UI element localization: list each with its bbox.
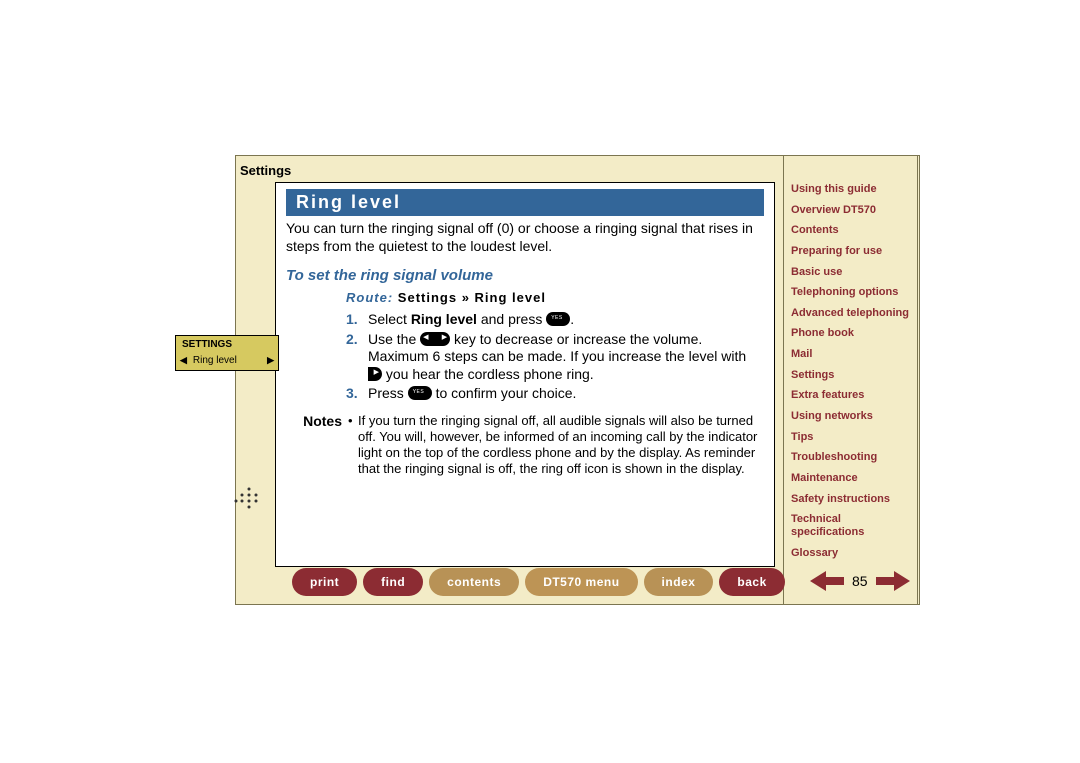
contents-button[interactable]: contents [429,568,519,596]
page-navigation: 85 [810,570,910,592]
step-1: 1. Select Ring level and press . [346,311,764,329]
sidebar-link-overview[interactable]: Overview DT570 [791,204,911,217]
subheading: To set the ring signal volume [286,267,764,284]
sidebar-link-networks[interactable]: Using networks [791,410,911,423]
sidebar-link-preparing[interactable]: Preparing for use [791,245,911,258]
right-key-icon [368,367,382,381]
notes-text: If you turn the ringing signal off, all … [358,413,764,478]
page-title: Ring level [286,189,764,216]
sidebar-link-basic-use[interactable]: Basic use [791,266,911,279]
sidebar-link-phone-book[interactable]: Phone book [791,327,911,340]
notes-label: Notes [286,413,348,478]
sidebar-link-extra[interactable]: Extra features [791,389,911,402]
step-text: Use the key to decrease or increase the … [368,331,764,384]
yes-key-icon [408,386,432,400]
decorative-dots [232,485,259,517]
settings-widget: SETTINGS ◀ Ring level ▶ [175,335,279,371]
sidebar-link-contents[interactable]: Contents [791,224,911,237]
find-button[interactable]: find [363,568,423,596]
back-button[interactable]: back [719,568,784,596]
bottom-nav: print find contents DT570 menu index bac… [292,568,785,596]
step-text: Press to confirm your choice. [368,385,576,403]
chevron-right-icon: ▶ [263,355,278,366]
sidebar-link-telephoning[interactable]: Telephoning options [791,286,911,299]
intro-text: You can turn the ringing signal off (0) … [286,220,764,255]
sidebar-link-settings[interactable]: Settings [791,369,911,382]
sidebar-link-mail[interactable]: Mail [791,348,911,361]
sidebar-link-glossary[interactable]: Glossary [791,547,911,560]
sidebar-nav: Using this guide Overview DT570 Contents… [791,183,911,567]
print-button[interactable]: print [292,568,357,596]
route-path: Settings » Ring level [398,290,546,305]
route-prefix: Route: [346,290,393,305]
notes-block: Notes • If you turn the ringing signal o… [286,413,764,478]
settings-widget-header: SETTINGS [176,336,278,353]
sidebar-link-using-guide[interactable]: Using this guide [791,183,911,196]
steps-list: 1. Select Ring level and press . 2. Use … [346,311,764,403]
settings-widget-item: ◀ Ring level ▶ [176,353,278,370]
left-right-key-icon [420,332,450,346]
step-text: Select Ring level and press . [368,311,574,329]
step-number: 3. [346,385,368,401]
yes-key-icon [546,312,570,326]
step-2: 2. Use the key to decrease or increase t… [346,331,764,384]
sidebar-link-safety[interactable]: Safety instructions [791,493,911,506]
sidebar-link-troubleshooting[interactable]: Troubleshooting [791,451,911,464]
breadcrumb: Settings [240,163,291,178]
sidebar-link-technical[interactable]: Technical specifications [791,513,911,538]
chevron-left-icon: ◀ [176,355,191,366]
step-number: 2. [346,331,368,347]
route-line: Route: Settings » Ring level [346,290,764,305]
index-button[interactable]: index [644,568,714,596]
sidebar-link-tips[interactable]: Tips [791,431,911,444]
prev-page-icon[interactable] [810,570,844,592]
step-3: 3. Press to confirm your choice. [346,385,764,403]
menu-button[interactable]: DT570 menu [525,568,637,596]
sidebar-link-maintenance[interactable]: Maintenance [791,472,911,485]
sidebar-link-advanced[interactable]: Advanced telephoning [791,307,911,320]
step-number: 1. [346,311,368,327]
page-number: 85 [852,573,868,589]
next-page-icon[interactable] [876,570,910,592]
main-panel: Ring level You can turn the ringing sign… [275,182,775,567]
settings-widget-item-label: Ring level [191,355,263,366]
notes-bullet: • [348,413,358,478]
